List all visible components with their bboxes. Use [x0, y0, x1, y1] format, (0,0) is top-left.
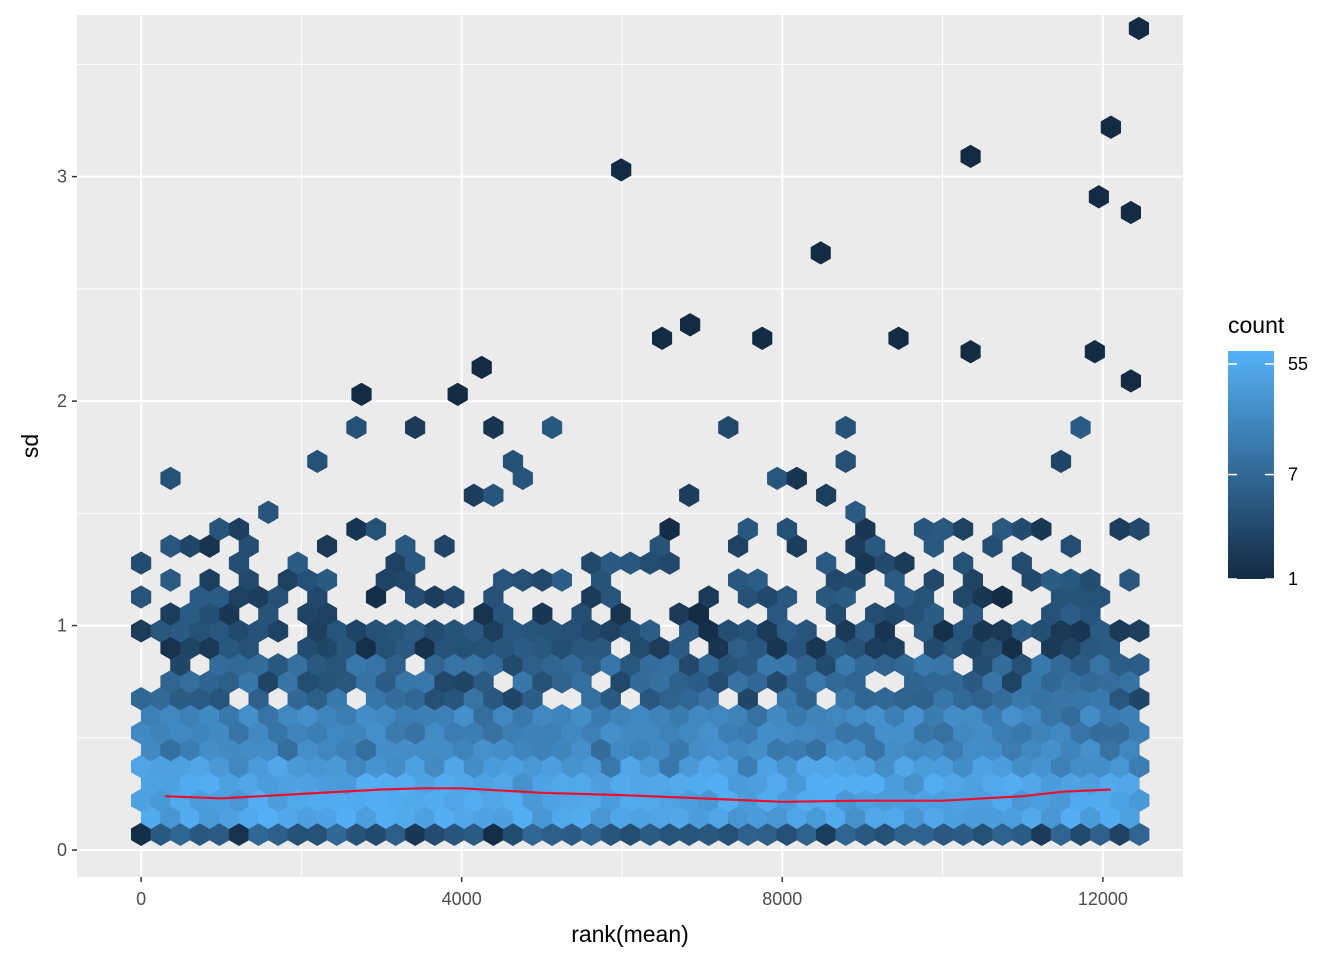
hex-cell [1129, 517, 1150, 541]
hex-cell [816, 551, 837, 575]
outlier-hex-cell [447, 382, 468, 407]
y-tick-label: 3 [57, 167, 67, 187]
hex-cell [816, 483, 837, 507]
hex-cell [776, 585, 798, 609]
outlier-hex-cell [1084, 340, 1105, 364]
hex-cell [923, 568, 944, 592]
x-tick-label: 4000 [442, 889, 482, 909]
outlier-hex-cell [1120, 369, 1141, 393]
hex-cell [317, 534, 338, 558]
hex-cell [659, 517, 680, 541]
outlier-hex-cell [752, 326, 773, 350]
outlier-hex-cell [1120, 200, 1141, 225]
hex-cell [346, 415, 367, 440]
outlier-hex-cell [652, 326, 673, 350]
y-tick-label: 2 [57, 391, 67, 411]
y-tick-label: 1 [57, 616, 67, 636]
hex-cell [131, 551, 152, 575]
x-tick-label: 12000 [1078, 889, 1128, 909]
hex-cell [698, 585, 719, 609]
hex-cell [992, 585, 1013, 609]
outlier-hex-cell [888, 326, 909, 350]
hex-cell [317, 568, 338, 592]
x-axis-title: rank(mean) [571, 921, 689, 947]
outlier-hex-cell [1100, 115, 1121, 139]
hex-cell [1080, 568, 1101, 592]
hex-cell [796, 619, 817, 643]
hex-cell [718, 415, 739, 440]
legend: count 55 7 1 [1228, 312, 1308, 589]
outlier-cells [351, 16, 1149, 407]
legend-tick-label: 7 [1288, 465, 1298, 485]
legend-colorbar [1228, 351, 1274, 579]
hex-cell [1129, 653, 1150, 677]
legend-title: count [1228, 312, 1285, 338]
hex-cell [434, 534, 455, 558]
hex-cell [845, 500, 866, 524]
hex-cell [160, 568, 181, 592]
hex-cell [835, 449, 856, 474]
hex-cell [786, 466, 807, 491]
hex-cell [199, 568, 220, 592]
x-axis: 0 4000 8000 12000 [136, 877, 1128, 909]
hex-cell [551, 568, 572, 592]
hex-cell [1060, 534, 1081, 558]
hex-cell [953, 517, 974, 541]
hex-cell [1050, 449, 1072, 474]
y-tick-label: 0 [57, 840, 67, 860]
hexbin-cells [131, 415, 1150, 846]
hex-cell [405, 415, 426, 440]
outlier-hex-cell [960, 144, 981, 169]
hex-cell [228, 517, 250, 541]
hex-cell [835, 415, 856, 440]
hex-cell [1119, 568, 1140, 592]
hex-cell [894, 551, 915, 575]
hex-cell [160, 466, 181, 491]
hex-cell [1031, 517, 1052, 541]
outlier-hex-cell [960, 340, 981, 364]
hex-cell [953, 551, 974, 575]
legend-tick-label: 1 [1288, 569, 1298, 589]
hex-cell [747, 568, 768, 592]
legend-tick-label: 55 [1288, 354, 1308, 374]
outlier-hex-cell [680, 313, 701, 337]
hex-cell [1011, 551, 1032, 575]
hex-cell [444, 585, 465, 609]
hex-cell [1070, 415, 1091, 440]
x-tick-label: 0 [136, 889, 146, 909]
hex-cell [287, 551, 308, 575]
outlier-hex-cell [471, 355, 492, 380]
trend-line [165, 787, 1111, 803]
outlier-hex-cell [1088, 185, 1109, 209]
hex-cell [542, 415, 563, 440]
y-axis-title: sd [17, 434, 43, 458]
hex-cell [395, 534, 416, 558]
hex-cell [365, 517, 387, 541]
outlier-hex-cell [351, 382, 372, 407]
hex-cell [1129, 619, 1150, 643]
hex-cell [483, 483, 504, 507]
hex-cell [532, 602, 553, 626]
hex-cell [307, 449, 328, 474]
legend-ticks: 55 7 1 [1228, 354, 1308, 589]
hex-cell [131, 585, 152, 609]
hex-cell [737, 517, 758, 541]
hex-cell [679, 483, 700, 507]
hex-cell [258, 500, 279, 524]
y-axis: 0 1 2 3 [57, 167, 77, 860]
outlier-hex-cell [611, 158, 632, 182]
hex-cell [502, 449, 524, 474]
hex-cell [483, 415, 504, 440]
x-tick-label: 8000 [762, 889, 802, 909]
outlier-hex-cell [810, 241, 831, 265]
hex-cell [639, 619, 661, 643]
hex-cell [776, 517, 798, 541]
outlier-hex-cell [1128, 16, 1149, 41]
